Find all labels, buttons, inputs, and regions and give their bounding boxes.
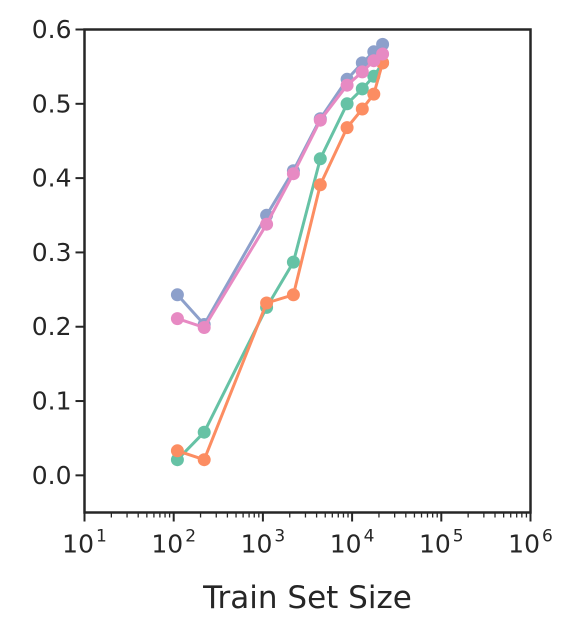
x-tick-exponent: 1 xyxy=(96,527,107,547)
x-tick-label: 10 6 xyxy=(508,527,553,559)
data-point xyxy=(197,425,211,439)
data-point xyxy=(355,82,369,96)
x-tick-exponent: 6 xyxy=(542,527,553,547)
data-point xyxy=(170,444,184,458)
x-tick-base: 10 xyxy=(241,530,273,559)
data-point xyxy=(286,255,300,269)
x-tick-exponent: 2 xyxy=(185,527,196,547)
data-point xyxy=(340,97,354,111)
data-point xyxy=(367,54,381,68)
data-point xyxy=(355,56,369,70)
data-point xyxy=(313,152,327,166)
data-point xyxy=(260,217,274,231)
series-layer xyxy=(170,37,390,467)
series-3 xyxy=(170,47,390,334)
data-point xyxy=(197,321,211,334)
x-tick-label: 10 1 xyxy=(62,527,107,559)
data-point xyxy=(367,87,381,101)
x-tick-exponent: 4 xyxy=(364,527,375,547)
x-tick-base: 10 xyxy=(62,530,94,559)
data-point xyxy=(170,453,184,467)
data-point xyxy=(313,178,327,192)
data-point xyxy=(376,37,390,51)
data-point xyxy=(197,453,211,467)
x-tick-label: 10 5 xyxy=(419,527,464,559)
data-point xyxy=(170,312,184,326)
x-tick-label: 10 4 xyxy=(330,527,375,559)
y-tick-label: 0.4 xyxy=(32,164,72,193)
x-tick-exponent: 5 xyxy=(453,527,464,547)
ticks-layer: 0.00.10.20.30.40.50.610 1 10 2 10 3 10 4 10 5 10 6 xyxy=(32,15,553,559)
data-point xyxy=(355,65,369,79)
y-tick-label: 0.0 xyxy=(32,461,72,490)
x-tick-label: 10 3 xyxy=(241,527,286,559)
y-tick-label: 0.3 xyxy=(32,238,72,267)
x-tick-base: 10 xyxy=(419,530,451,559)
series-line xyxy=(175,61,385,462)
data-point xyxy=(340,121,354,135)
data-point xyxy=(355,102,369,116)
x-tick-base: 10 xyxy=(330,530,362,559)
y-tick-label: 0.6 xyxy=(32,15,72,44)
data-point xyxy=(286,167,300,181)
y-tick-label: 0.2 xyxy=(32,312,72,341)
y-tick-label: 0.5 xyxy=(32,89,72,118)
data-point xyxy=(286,288,300,302)
y-tick-label: 0.1 xyxy=(32,387,72,416)
data-point xyxy=(340,78,354,92)
data-point xyxy=(376,47,390,61)
plot-frame xyxy=(83,28,532,514)
x-tick-exponent: 3 xyxy=(274,527,285,547)
x-axis-title: Train Set Size xyxy=(202,580,412,616)
x-tick-base: 10 xyxy=(508,530,540,559)
data-point xyxy=(260,296,274,310)
data-point xyxy=(313,113,327,127)
series-1 xyxy=(170,56,390,467)
x-tick-label: 10 2 xyxy=(151,527,196,559)
x-tick-base: 10 xyxy=(151,530,183,559)
data-point xyxy=(170,288,184,302)
